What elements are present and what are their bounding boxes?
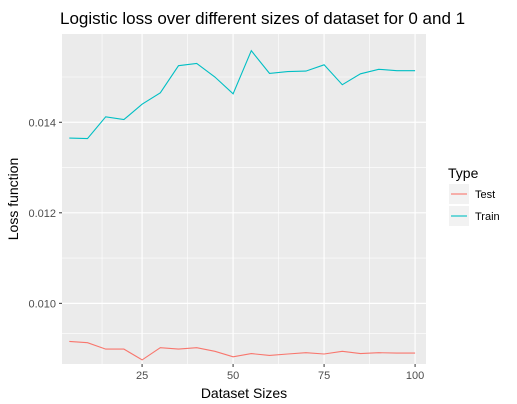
legend-item-train: Train bbox=[449, 206, 500, 226]
y-tick-label: 0.012 bbox=[28, 208, 56, 220]
series-lines bbox=[69, 49, 416, 361]
y-axis-title: Loss function bbox=[5, 158, 21, 241]
minor-gridlines bbox=[62, 34, 426, 364]
y-tick-label: 0.010 bbox=[28, 298, 56, 310]
legend-label: Train bbox=[475, 211, 500, 223]
x-tick-label: 25 bbox=[136, 370, 148, 382]
x-tick-label: 50 bbox=[227, 370, 239, 382]
plot-panel bbox=[62, 34, 426, 364]
legend: Type Test Train bbox=[448, 165, 500, 226]
x-axis-title: Dataset Sizes bbox=[201, 385, 287, 401]
major-gridlines bbox=[62, 34, 426, 364]
chart-title: Logistic loss over different sizes of da… bbox=[60, 9, 465, 28]
x-axis-ticks: 25 50 75 100 bbox=[136, 364, 424, 382]
series-line-test bbox=[69, 340, 416, 361]
x-tick-label: 100 bbox=[406, 370, 424, 382]
y-axis-ticks: 0.010 0.012 0.014 bbox=[28, 117, 62, 310]
x-tick-label: 75 bbox=[318, 370, 330, 382]
y-tick-label: 0.014 bbox=[28, 117, 56, 129]
legend-label: Test bbox=[475, 189, 495, 201]
legend-title: Type bbox=[448, 165, 479, 181]
legend-item-test: Test bbox=[449, 184, 495, 204]
series-line-train bbox=[69, 49, 416, 140]
